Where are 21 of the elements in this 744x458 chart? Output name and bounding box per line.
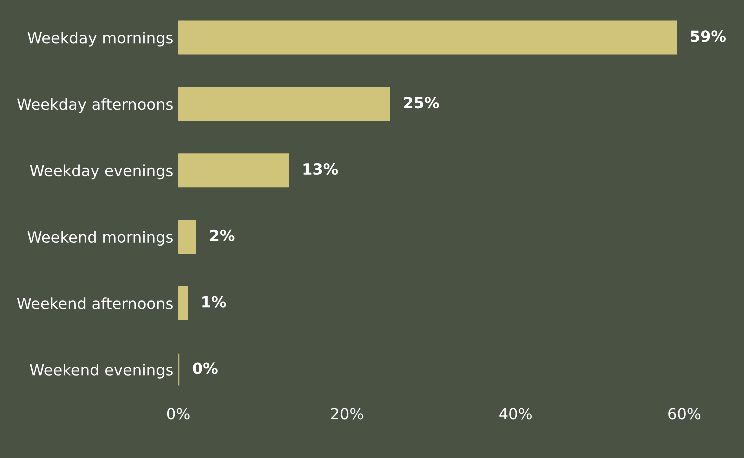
y-tick-label: Weekend mornings: [28, 231, 173, 246]
data-label: 2%: [210, 230, 235, 242]
x-tick-label: 60%: [668, 408, 701, 420]
data-label: 0%: [193, 362, 218, 374]
bar: [178, 286, 188, 320]
bar: [178, 87, 390, 122]
data-label: 59%: [691, 30, 726, 42]
data-label: 25%: [404, 97, 440, 109]
bar: [178, 20, 678, 55]
y-tick-label: Weekday evenings: [30, 164, 173, 180]
bar: [178, 154, 290, 188]
bar: [178, 220, 196, 254]
y-tick-label: Weekday mornings: [28, 32, 173, 47]
y-tick-label: Weekday afternoons: [17, 98, 173, 114]
y-tick-label: Weekend evenings: [30, 364, 173, 379]
data-label: 13%: [304, 163, 338, 176]
data-label: 1%: [202, 296, 226, 308]
x-tick-label: 20%: [331, 408, 364, 420]
y-tick-label: Weekend afternoons: [17, 298, 173, 310]
x-tick-label: 40%: [500, 408, 532, 420]
x-tick-label: 0%: [167, 408, 190, 420]
